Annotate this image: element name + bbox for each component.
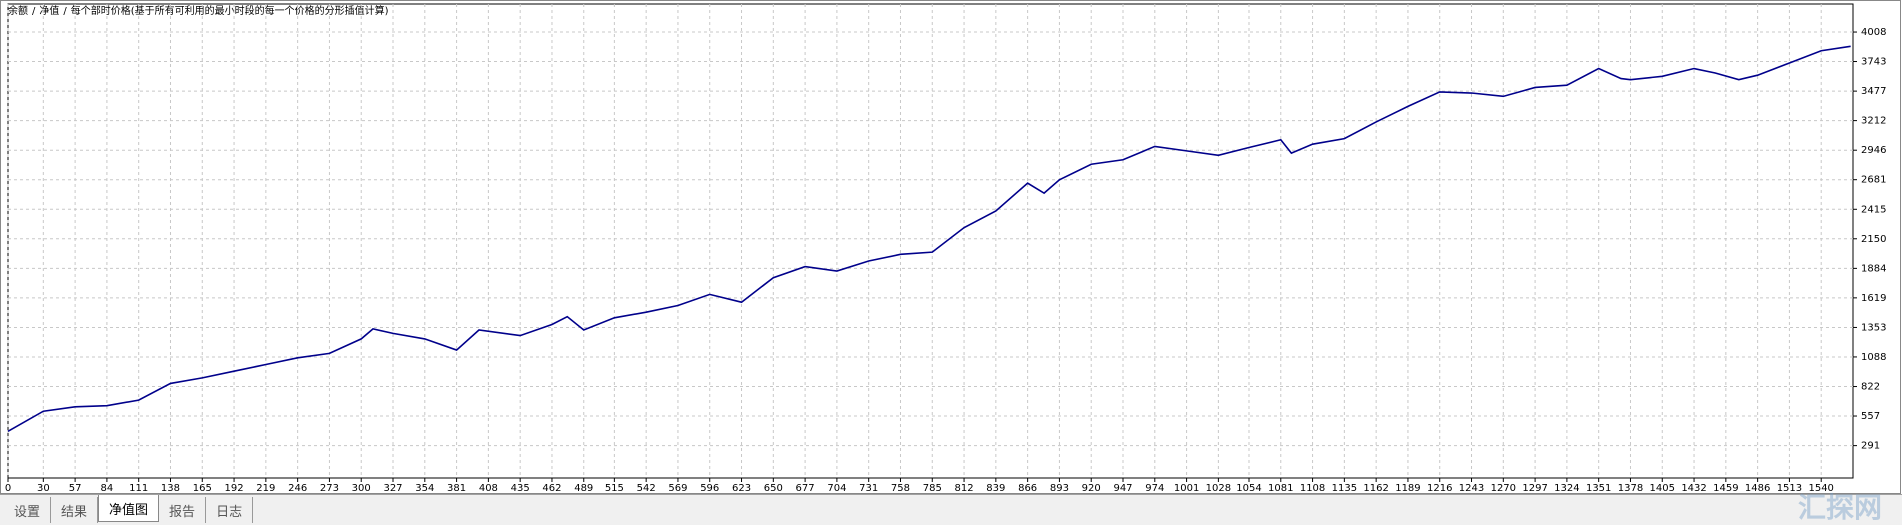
x-tick-label: 623: [732, 483, 751, 494]
chart: 余额 / 净值 / 每个部时价格(基于所有可利用的最小时段的每一个价格的分形插值计算)2…: [0, 0, 1901, 494]
x-tick-label: 650: [764, 483, 783, 494]
y-tick-label: 4008: [1861, 27, 1886, 38]
y-tick-label: 2415: [1861, 204, 1886, 215]
tab[interactable]: 日志: [206, 497, 254, 523]
x-tick-label: 1405: [1650, 483, 1675, 494]
x-tick-label: 1001: [1174, 483, 1199, 494]
y-tick-label: 1619: [1861, 293, 1886, 304]
x-tick-label: 542: [637, 483, 656, 494]
y-tick-label: 2150: [1861, 234, 1886, 245]
x-tick-label: 300: [352, 483, 371, 494]
y-tick-label: 822: [1861, 382, 1880, 393]
y-tick-label: 3477: [1861, 86, 1886, 97]
x-tick-label: 1243: [1459, 483, 1484, 494]
legend-text: /: [32, 6, 36, 17]
x-tick-label: 731: [859, 483, 878, 494]
y-tick-label: 2681: [1861, 175, 1886, 186]
x-tick-label: 947: [1113, 483, 1132, 494]
x-tick-label: 515: [605, 483, 624, 494]
x-tick-label: 462: [542, 483, 561, 494]
x-tick-label: 839: [986, 483, 1005, 494]
x-tick-label: 785: [923, 483, 942, 494]
x-tick-label: 1432: [1681, 483, 1706, 494]
x-tick-label: 1108: [1300, 483, 1325, 494]
x-tick-label: 596: [700, 483, 719, 494]
x-tick-label: 1189: [1395, 483, 1420, 494]
legend-text: 余额: [8, 4, 28, 17]
tab[interactable]: 报告: [159, 497, 207, 523]
x-tick-label: 893: [1050, 483, 1069, 494]
tab[interactable]: 结果: [51, 497, 99, 523]
y-tick-label: 1884: [1861, 263, 1886, 274]
x-tick-label: 1135: [1332, 483, 1357, 494]
x-tick-label: 1351: [1586, 483, 1611, 494]
x-tick-label: 1162: [1363, 483, 1388, 494]
x-tick-label: 219: [256, 483, 275, 494]
x-tick-label: 1054: [1236, 483, 1261, 494]
y-tick-label: 1088: [1861, 352, 1886, 363]
x-tick-label: 1324: [1554, 483, 1579, 494]
x-tick-label: 30: [37, 483, 50, 494]
y-tick-label: 557: [1861, 411, 1880, 422]
x-tick-label: 866: [1018, 483, 1037, 494]
x-tick-label: 704: [827, 483, 846, 494]
x-tick-label: 165: [193, 483, 212, 494]
chart-frame: [0, 0, 1901, 494]
plot-frame: [7, 3, 1854, 479]
x-tick-label: 138: [161, 483, 180, 494]
x-tick-label: 84: [101, 483, 114, 494]
x-tick-label: 381: [447, 483, 466, 494]
x-tick-label: 57: [69, 483, 82, 494]
y-tick-label: 1353: [1861, 322, 1886, 333]
x-tick-label: 1297: [1522, 483, 1547, 494]
x-tick-label: 974: [1145, 483, 1164, 494]
x-tick-label: 408: [479, 483, 498, 494]
x-tick-label: 1540: [1808, 483, 1833, 494]
x-tick-label: 1028: [1206, 483, 1231, 494]
x-tick-label: 327: [383, 483, 402, 494]
x-tick-label: 1216: [1427, 483, 1452, 494]
legend-text: 每个部时价格(基于所有可利用的最小时段的每一个价格的分形插值计算): [71, 4, 389, 17]
y-tick-label: 291: [1861, 441, 1880, 452]
x-tick-label: 111: [129, 483, 148, 494]
x-tick-label: 1081: [1268, 483, 1293, 494]
x-tick-label: 758: [891, 483, 910, 494]
x-tick-label: 569: [668, 483, 687, 494]
x-tick-label: 435: [511, 483, 530, 494]
tab[interactable]: 净值图: [98, 495, 160, 522]
x-tick-label: 246: [288, 483, 307, 494]
line-series: [7, 45, 1851, 432]
x-tick-label: 1513: [1777, 483, 1802, 494]
x-tick-label: 677: [796, 483, 815, 494]
x-tick-label: 273: [320, 483, 339, 494]
x-tick-label: 812: [955, 483, 974, 494]
y-tick-label: 3212: [1861, 116, 1886, 127]
legend-text: /: [63, 6, 67, 17]
tab-bar: 设置 结果 净值图 报告 日志: [0, 494, 1902, 525]
y-tick-label: 2946: [1861, 145, 1886, 156]
y-tick-label: 3743: [1861, 57, 1886, 68]
x-tick-label: 1486: [1745, 483, 1770, 494]
x-tick-label: 489: [574, 483, 593, 494]
x-tick-label: 1270: [1491, 483, 1516, 494]
x-tick-label: 920: [1082, 483, 1101, 494]
x-tick-label: 0: [5, 483, 11, 494]
x-tick-label: 1378: [1618, 483, 1643, 494]
legend-text: 净值: [39, 4, 59, 17]
watermark: 汇探网: [1797, 491, 1882, 524]
x-tick-label: 354: [415, 483, 434, 494]
tab[interactable]: 设置: [4, 497, 52, 523]
x-tick-label: 192: [225, 483, 244, 494]
x-tick-label: 1459: [1713, 483, 1738, 494]
